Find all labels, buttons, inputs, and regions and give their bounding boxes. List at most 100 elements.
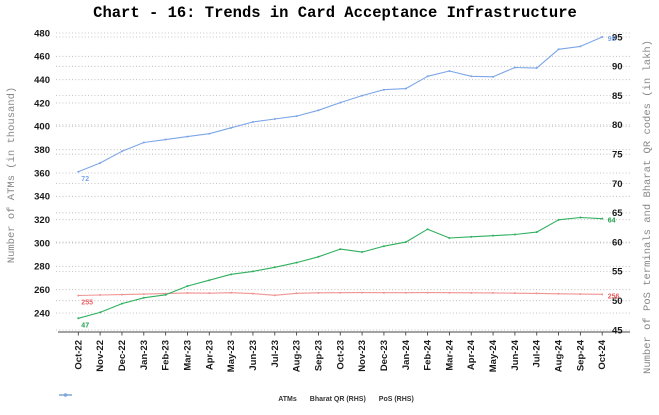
legend-marker-icon <box>59 393 72 397</box>
data-point <box>557 48 560 51</box>
right-tick-label: 45 <box>612 325 623 336</box>
start-value-label: 47 <box>81 322 89 329</box>
start-value-label: 255 <box>81 300 93 307</box>
x-tick-label: Aug-23 <box>292 340 303 372</box>
data-point <box>317 255 320 258</box>
data-point <box>339 248 342 251</box>
data-point <box>470 291 473 294</box>
data-labels: 255 256 47 64 72 95 <box>81 36 619 329</box>
data-point <box>251 292 254 295</box>
left-tick-label: 440 <box>34 75 50 86</box>
right-tick-label: 75 <box>612 150 623 161</box>
data-point <box>295 292 298 295</box>
data-point <box>492 234 495 237</box>
data-point <box>273 266 276 269</box>
left-tick-label: 360 <box>34 168 50 179</box>
data-point <box>142 296 145 299</box>
left-tick-labels: 240 260 280 300 320 340 360 380 400 420 440 460 480 <box>34 28 50 319</box>
x-tick-label: Dec-23 <box>379 340 390 371</box>
data-point <box>513 66 516 69</box>
data-point <box>535 292 538 295</box>
right-tick-label: 60 <box>612 237 623 248</box>
left-tick-label: 380 <box>34 145 50 156</box>
data-series <box>77 36 604 320</box>
series-line-pos-rhs- <box>77 36 603 173</box>
right-tick-label: 50 <box>612 296 623 307</box>
data-point <box>426 75 429 78</box>
data-point <box>382 88 385 91</box>
data-point <box>99 294 102 297</box>
x-tick-label: Apr-24 <box>466 339 477 370</box>
x-tick-label: Nov-23 <box>357 340 368 372</box>
data-point <box>230 126 233 129</box>
data-point <box>317 109 320 112</box>
data-point <box>426 228 429 231</box>
data-point <box>142 141 145 144</box>
x-tick-label: Sep-23 <box>313 340 324 371</box>
data-point <box>230 291 233 294</box>
data-point <box>579 45 582 48</box>
data-point <box>426 291 429 294</box>
x-tick-label: Jan-24 <box>401 339 412 370</box>
chart-title: Chart - 16: Trends in Card Acceptance In… <box>93 4 577 22</box>
left-tick-label: 480 <box>34 28 50 39</box>
data-point <box>120 293 123 296</box>
data-point <box>470 75 473 78</box>
data-point <box>317 291 320 294</box>
left-tick-label: 400 <box>34 122 50 133</box>
right-tick-labels: 45 50 55 60 65 70 75 80 85 90 95 <box>612 32 623 336</box>
legend-item-bharat-qr-rhs-: Bharat QR (RHS) <box>59 393 366 403</box>
legend: ATMs Bharat QR (RHS) PoS (RHS) <box>59 391 633 407</box>
x-tick-label: Jan-23 <box>139 340 150 370</box>
data-point <box>361 291 364 294</box>
data-point <box>513 292 516 295</box>
data-point <box>601 217 604 220</box>
data-point <box>186 135 189 138</box>
start-value-label: 72 <box>81 176 89 183</box>
x-tick-label: Nov-22 <box>95 340 106 372</box>
data-point <box>601 293 604 296</box>
data-point <box>208 292 211 295</box>
x-tick-label: Jul-23 <box>270 340 281 367</box>
data-point <box>382 291 385 294</box>
right-tick-label: 70 <box>612 179 623 190</box>
data-point <box>77 170 80 173</box>
data-point <box>251 120 254 123</box>
x-tick-label: Mar-23 <box>182 340 193 371</box>
data-point <box>186 291 189 294</box>
axes <box>58 331 630 336</box>
data-point <box>99 161 102 164</box>
data-point <box>164 138 167 141</box>
right-tick-label: 90 <box>612 62 623 73</box>
data-point <box>579 293 582 296</box>
data-point <box>295 261 298 264</box>
data-point <box>601 36 604 38</box>
right-tick-label: 55 <box>612 267 623 278</box>
legend-item-atms: ATMs <box>59 393 297 403</box>
x-tick-label: May-23 <box>226 340 237 372</box>
data-point <box>470 235 473 238</box>
data-point <box>492 75 495 78</box>
left-tick-label: 460 <box>34 52 50 63</box>
data-point <box>186 285 189 288</box>
data-point <box>251 270 254 273</box>
data-point <box>404 291 407 294</box>
left-tick-label: 420 <box>34 98 50 109</box>
data-point <box>339 291 342 294</box>
left-tick-label: 300 <box>34 238 50 249</box>
data-point <box>404 87 407 90</box>
right-tick-label: 95 <box>612 32 623 43</box>
left-tick-label: 240 <box>34 308 50 319</box>
data-point <box>361 251 364 254</box>
x-tick-label: Jul-24 <box>532 339 543 367</box>
data-point <box>361 94 364 97</box>
series-line-bharat-qr-rhs- <box>77 216 603 319</box>
legend-item-pos-rhs-: PoS (RHS) <box>59 393 414 403</box>
data-point <box>448 236 451 239</box>
left-tick-label: 280 <box>34 262 50 273</box>
left-tick-label: 340 <box>34 192 50 203</box>
data-point <box>295 115 298 118</box>
data-point <box>492 291 495 294</box>
